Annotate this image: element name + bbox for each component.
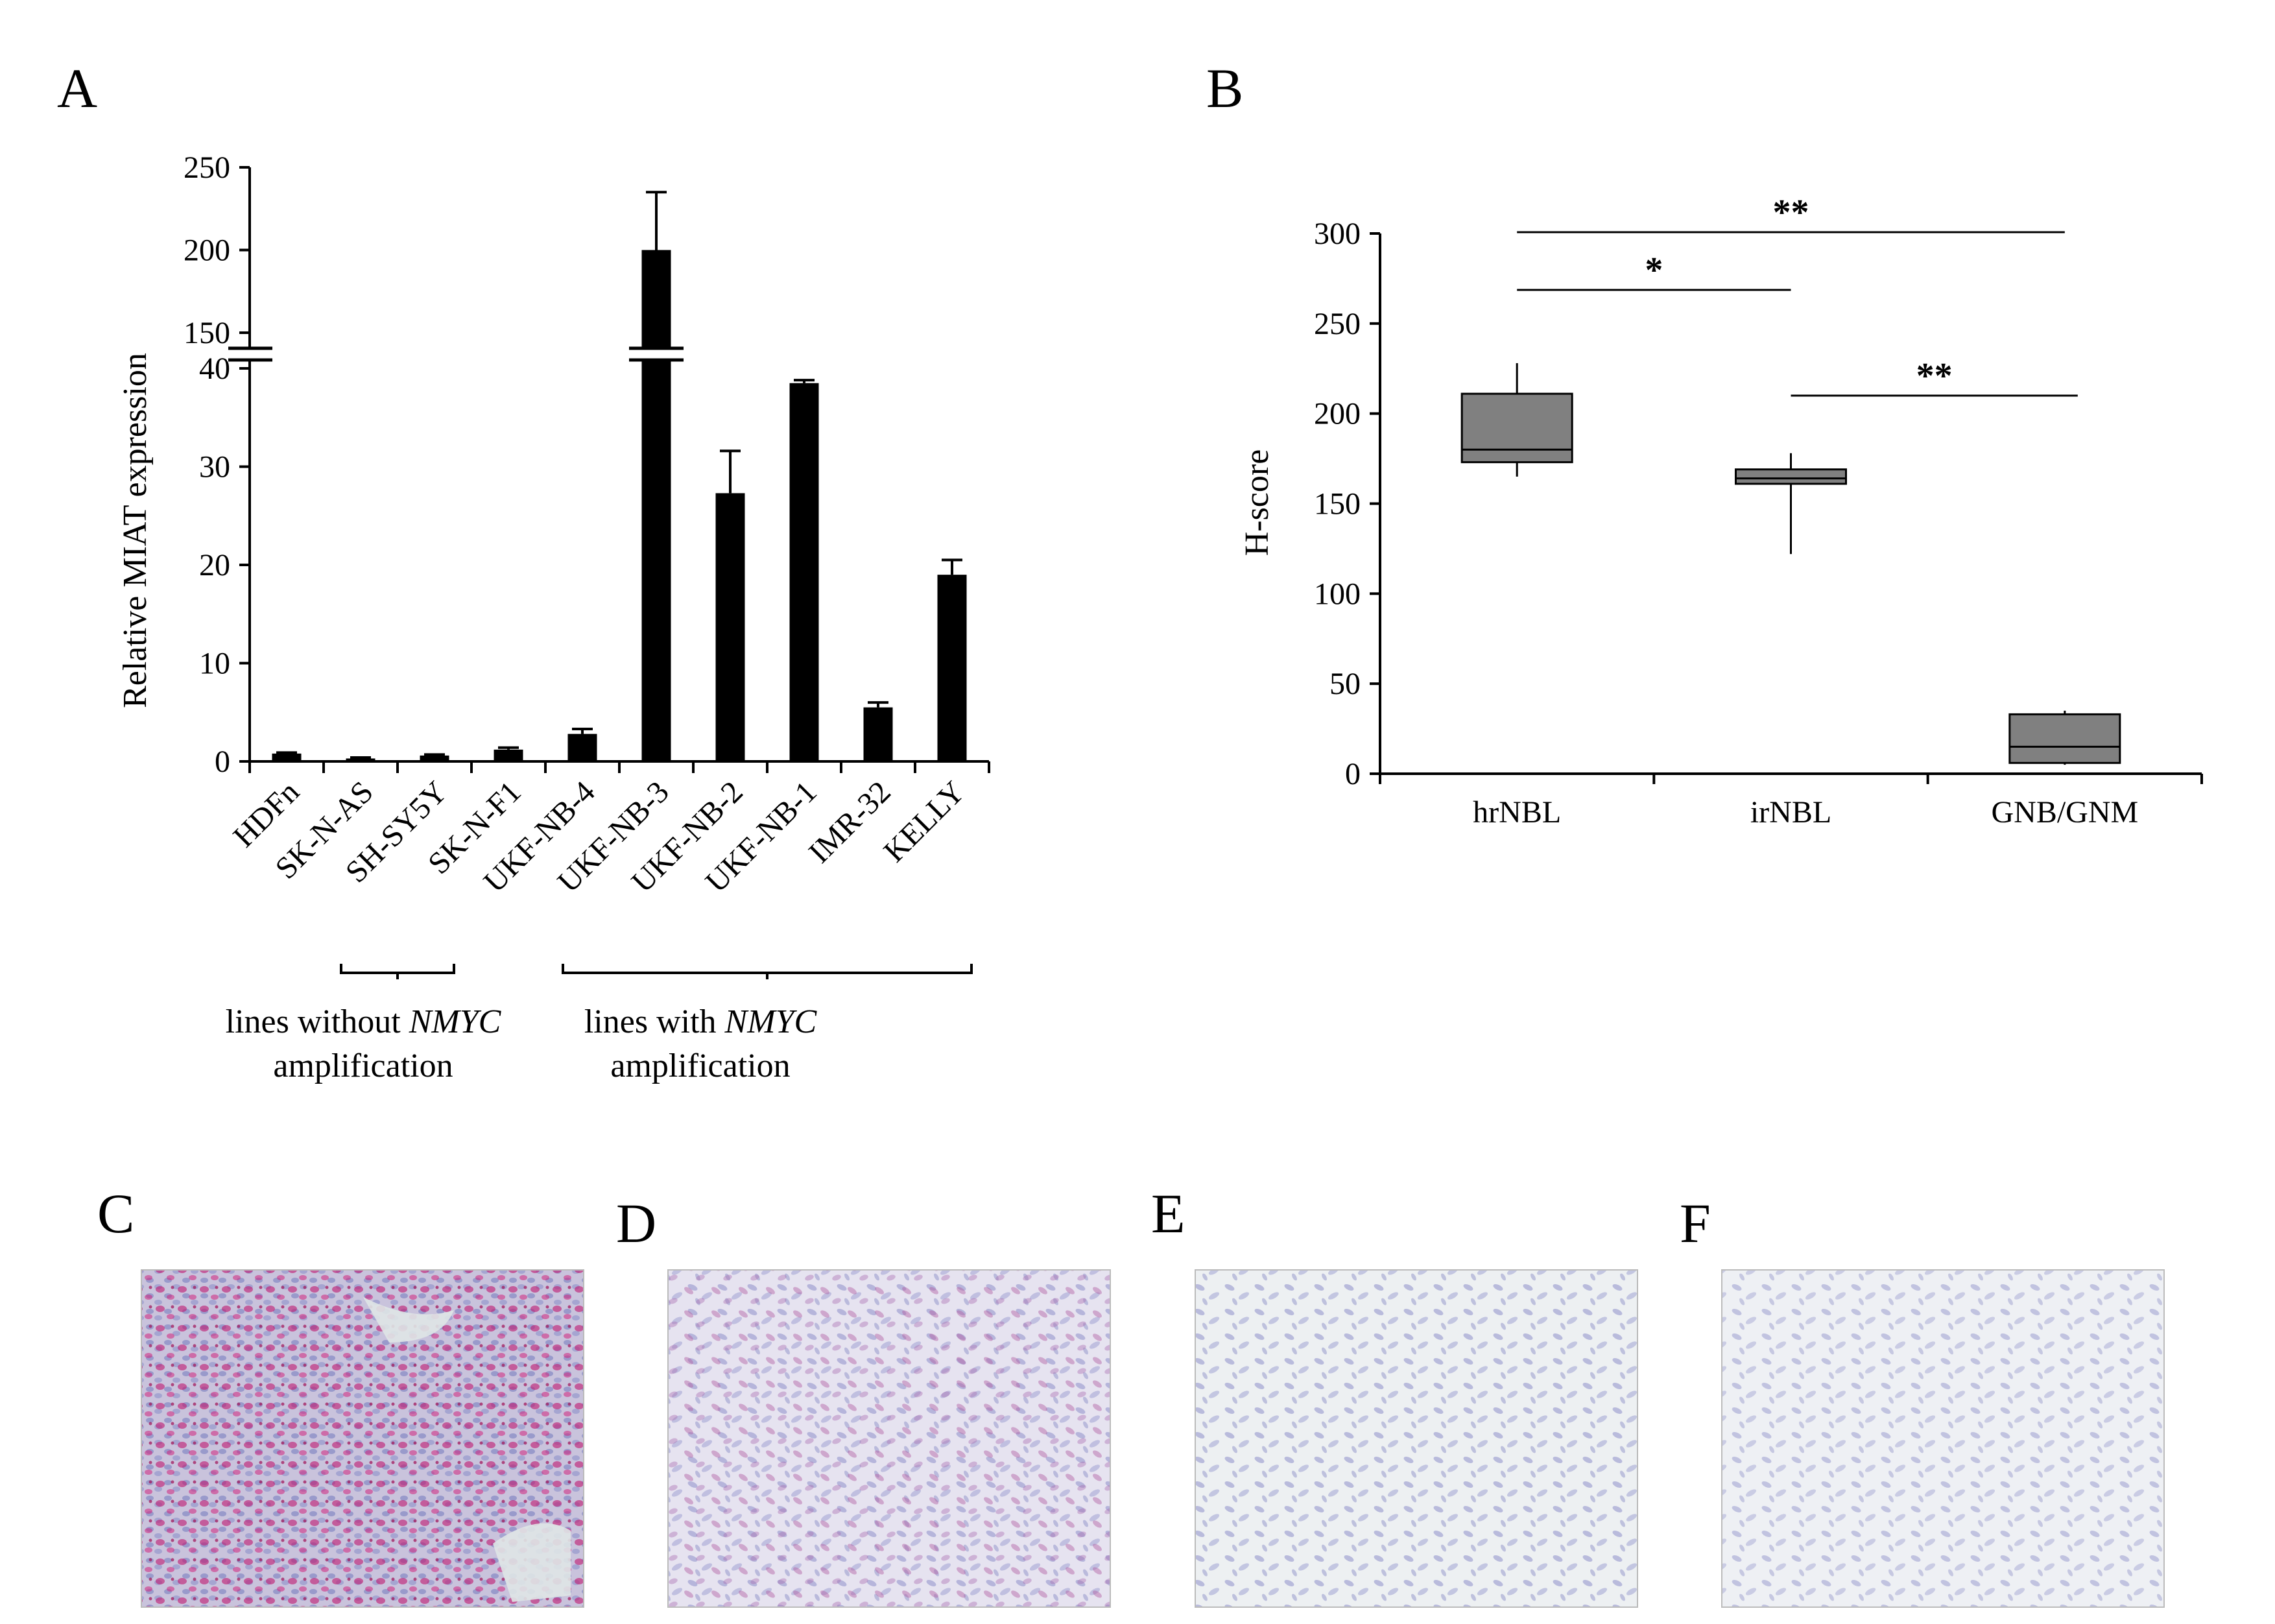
group-bracket [562,964,973,979]
bar-ukf-nb-1 [789,383,819,761]
box-irnbl [1735,468,1847,485]
y-axis-label-a: Relative MIAT expression [117,353,154,708]
group-bracket [340,964,455,979]
box-plot-panel-b: H-score 0 50 100 150 200 250 300 hrNBL irNBL GNB… [1239,193,2203,830]
y-tick-label-a: 20 [199,548,230,582]
panel-letter-c: C [97,1182,134,1245]
bar-imr-32 [863,707,893,761]
bar-ukf-nb-2 [715,493,745,761]
panel-letter-e: E [1151,1182,1185,1245]
group-label-line1: lines with NMYC [584,1003,818,1040]
x-tick-label-a: KELLY [877,774,971,868]
micrograph-panel-e [1195,1269,1638,1608]
y-axis-label-b: H-score [1239,449,1276,556]
y-tick-label-b: 100 [1314,577,1361,611]
panel-letter-f: F [1680,1192,1711,1254]
x-tick-label-b: irNBL [1750,795,1831,830]
significance-label: ** [1773,193,1809,233]
micrograph-panel-f [1721,1269,2165,1608]
y-tick-label-b: 0 [1345,757,1361,791]
significance-label: * [1645,250,1663,291]
group-label-line1: lines without NMYC [226,1003,502,1040]
group-label-line2: amplification [610,1047,790,1084]
group-label-line2: amplification [273,1047,453,1084]
y-tick-label-a: 40 [199,352,230,386]
y-tick-label-b: 50 [1329,667,1361,701]
x-tick-label-a: IMR-32 [802,774,898,870]
bar-sk-n-as [346,758,375,761]
axis-break-bar-a [629,346,684,362]
bar-ukf-nb-4 [567,734,597,761]
box-hrnbl [1460,392,1573,464]
y-tick-label-a: 10 [199,647,230,681]
panel-letter-d: D [616,1192,656,1254]
y-tick-label-a: 30 [199,450,230,484]
micrograph-panel-c [141,1269,584,1608]
bar-kelly [937,575,967,761]
bar-chart-panel-a: Relative MIAT expression 150 200 250 0 10 20… [117,150,990,1084]
panel-letter-a: A [57,57,97,119]
y-tick-label-b: 150 [1314,487,1361,521]
y-tick-label-b: 200 [1314,397,1361,431]
y-tick-label-a: 200 [184,233,230,268]
micrograph-panel-d [667,1269,1111,1608]
y-tick-label-a: 0 [215,745,230,779]
panel-letter-b: B [1206,57,1243,119]
bar-hdfn [272,753,302,761]
box-gnb-gnm [2008,713,2121,764]
axis-break-y-a [227,346,279,362]
bar-sk-n-f1 [494,749,523,761]
bar-sh-sy5y [420,755,449,761]
x-tick-label-b: hrNBL [1473,795,1561,830]
y-tick-label-b: 300 [1314,217,1361,251]
y-tick-label-a: 150 [184,316,230,350]
y-tick-label-b: 250 [1314,307,1361,341]
x-tick-label-b: GNB/GNM [1991,795,2138,830]
bar-ukf-nb-3 [641,250,671,761]
y-tick-label-a: 250 [184,150,230,185]
significance-label: ** [1916,356,1953,396]
